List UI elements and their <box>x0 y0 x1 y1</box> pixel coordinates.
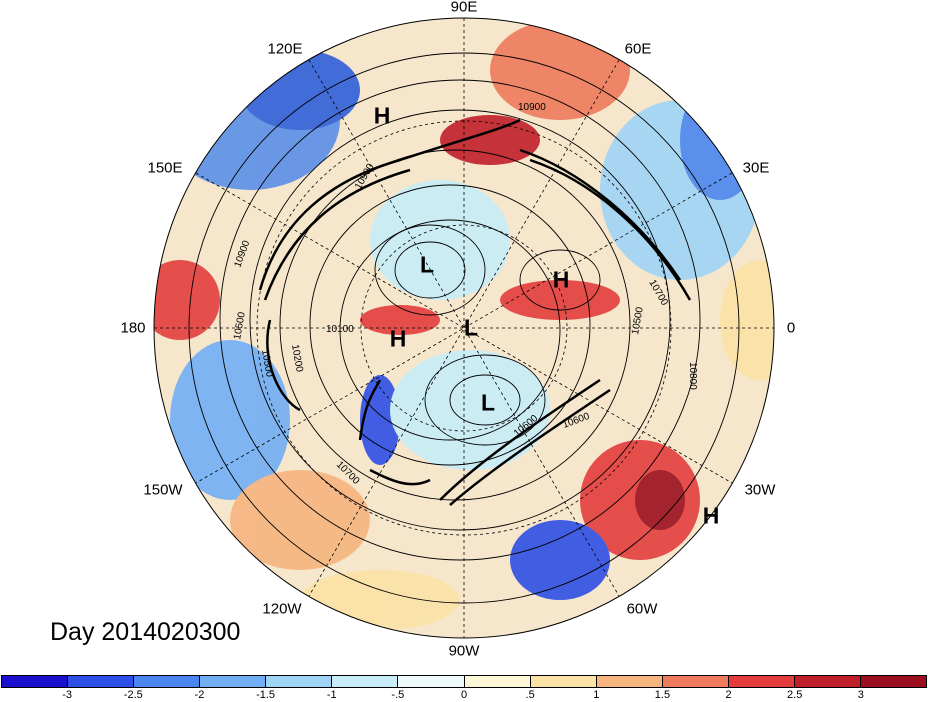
high-pressure-marker: H <box>389 325 407 352</box>
colorbar-label: 3 <box>857 689 864 701</box>
contour-label: 10100 <box>326 324 354 335</box>
colorbar-label: -3 <box>62 689 73 701</box>
contour-label: 10900 <box>518 102 546 113</box>
low-pressure-marker: L <box>463 314 479 341</box>
colorbar-label: -1.5 <box>256 689 276 701</box>
contour-label: 10500 <box>259 349 275 379</box>
lon-label-90e: 90E <box>450 0 478 16</box>
colorbar-label: .5 <box>525 689 535 701</box>
lon-label-150e: 150E <box>147 159 183 177</box>
colorbar-box <box>68 676 135 687</box>
date-title: Day 2014020300 <box>50 618 241 646</box>
colorbar-label: 0 <box>460 689 468 701</box>
colorbar-label: 1.5 <box>654 689 671 701</box>
colorbar-label: 2.5 <box>787 689 803 701</box>
low-pressure-marker: L <box>480 389 496 416</box>
contour-label: 10500 <box>232 311 248 341</box>
contour-label: 10800 <box>687 362 698 390</box>
colorbar-label: -.5 <box>391 689 405 701</box>
colorbar-box <box>2 676 69 687</box>
colorbar-box <box>332 676 399 687</box>
low-pressure-marker: L <box>419 251 435 278</box>
colorbar-box <box>794 676 862 687</box>
colorbar-label: 1 <box>593 689 600 701</box>
high-pressure-marker: H <box>702 502 720 529</box>
lon-label-180: 180 <box>120 319 146 337</box>
colorbar-box <box>530 676 597 687</box>
lon-label-120e: 120E <box>267 40 303 58</box>
colorbar-box <box>398 676 465 687</box>
lon-label-60e: 60E <box>624 40 652 58</box>
colorbar-box <box>662 676 729 687</box>
colorbar-box <box>861 676 927 687</box>
colorbar-label: 2 <box>725 689 732 701</box>
lon-label-30w: 30W <box>744 481 776 499</box>
colorbar-box <box>266 676 333 687</box>
colorbar <box>1 675 927 688</box>
high-pressure-marker: H <box>373 102 391 129</box>
high-pressure-marker: H <box>552 266 570 293</box>
colorbar-box <box>200 676 267 687</box>
lon-label-0: 0 <box>786 319 796 337</box>
colorbar-box <box>596 676 663 687</box>
lon-label-60w: 60W <box>626 600 658 618</box>
colorbar-label: -2.5 <box>123 689 143 701</box>
contour-label: 10200 <box>289 344 305 374</box>
colorbar-box <box>134 676 201 687</box>
colorbar-label: -1 <box>326 689 337 701</box>
colorbar-box <box>464 676 531 687</box>
lon-label-30e: 30E <box>742 159 770 177</box>
contour-label: 10500 <box>630 306 646 336</box>
lon-label-150w: 150W <box>143 481 183 499</box>
lon-label-90w: 90W <box>448 642 480 660</box>
colorbar-label: -2 <box>194 689 205 701</box>
colorbar-box <box>728 676 795 687</box>
lon-label-120w: 120W <box>262 600 302 618</box>
